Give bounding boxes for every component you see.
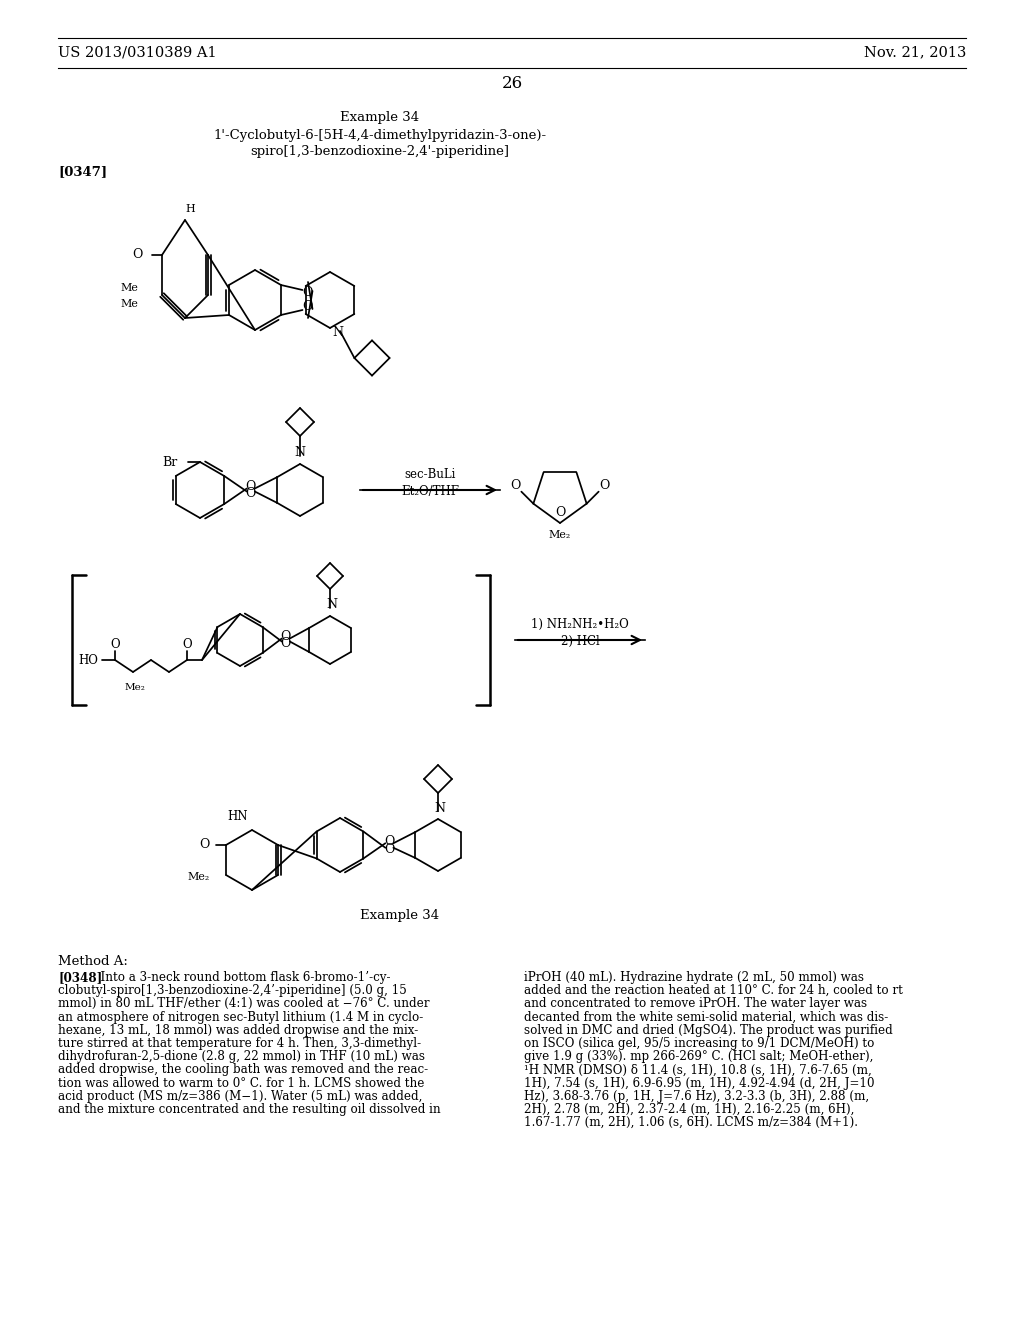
Text: O: O bbox=[281, 630, 291, 643]
Text: Nov. 21, 2013: Nov. 21, 2013 bbox=[863, 45, 966, 59]
Text: dihydrofuran-2,5-dione (2.8 g, 22 mmol) in THF (10 mL) was: dihydrofuran-2,5-dione (2.8 g, 22 mmol) … bbox=[58, 1051, 425, 1063]
Text: N: N bbox=[333, 326, 343, 339]
Text: N: N bbox=[327, 598, 338, 611]
Text: Me: Me bbox=[120, 282, 138, 293]
Text: iPrOH (40 mL). Hydrazine hydrate (2 mL, 50 mmol) was: iPrOH (40 mL). Hydrazine hydrate (2 mL, … bbox=[524, 972, 864, 983]
Text: added and the reaction heated at 110° C. for 24 h, cooled to rt: added and the reaction heated at 110° C.… bbox=[524, 985, 903, 997]
Text: an atmosphere of nitrogen sec-Butyl lithium (1.4 M in cyclo-: an atmosphere of nitrogen sec-Butyl lith… bbox=[58, 1011, 423, 1023]
Text: 2H), 2.78 (m, 2H), 2.37-2.4 (m, 1H), 2.16-2.25 (m, 6H),: 2H), 2.78 (m, 2H), 2.37-2.4 (m, 1H), 2.1… bbox=[524, 1104, 854, 1115]
Text: solved in DMC and dried (MgSO4). The product was purified: solved in DMC and dried (MgSO4). The pro… bbox=[524, 1024, 893, 1036]
Text: O: O bbox=[599, 479, 610, 492]
Text: O: O bbox=[111, 639, 120, 652]
Text: O: O bbox=[200, 838, 210, 851]
Text: Me: Me bbox=[120, 300, 138, 309]
Text: 1) NH₂NH₂•H₂O: 1) NH₂NH₂•H₂O bbox=[531, 618, 629, 631]
Text: O: O bbox=[302, 301, 312, 314]
Text: Into a 3-neck round bottom flask 6-bromo-1’-cy-: Into a 3-neck round bottom flask 6-bromo… bbox=[93, 972, 390, 983]
Text: O: O bbox=[246, 487, 256, 500]
Text: sec-BuLi: sec-BuLi bbox=[404, 469, 456, 482]
Text: Method A:: Method A: bbox=[58, 954, 128, 968]
Text: 26: 26 bbox=[502, 74, 522, 91]
Text: ¹H NMR (DMSO) δ 11.4 (s, 1H), 10.8 (s, 1H), 7.6-7.65 (m,: ¹H NMR (DMSO) δ 11.4 (s, 1H), 10.8 (s, 1… bbox=[524, 1064, 871, 1076]
Text: N: N bbox=[434, 801, 445, 814]
Text: 1'-Cyclobutyl-6-[5H-4,4-dimethylpyridazin-3-one)-: 1'-Cyclobutyl-6-[5H-4,4-dimethylpyridazi… bbox=[213, 129, 547, 143]
Text: O: O bbox=[555, 506, 565, 519]
Text: mmol) in 80 mL THF/ether (4:1) was cooled at −76° C. under: mmol) in 80 mL THF/ether (4:1) was coole… bbox=[58, 998, 429, 1010]
Text: Hz), 3.68-3.76 (p, 1H, J=7.6 Hz), 3.2-3.3 (b, 3H), 2.88 (m,: Hz), 3.68-3.76 (p, 1H, J=7.6 Hz), 3.2-3.… bbox=[524, 1090, 869, 1102]
Text: Example 34: Example 34 bbox=[360, 908, 439, 921]
Text: 1H), 7.54 (s, 1H), 6.9-6.95 (m, 1H), 4.92-4.94 (d, 2H, J=10: 1H), 7.54 (s, 1H), 6.9-6.95 (m, 1H), 4.9… bbox=[524, 1077, 874, 1089]
Text: O: O bbox=[246, 480, 256, 492]
Text: tion was allowed to warm to 0° C. for 1 h. LCMS showed the: tion was allowed to warm to 0° C. for 1 … bbox=[58, 1077, 424, 1089]
Text: hexane, 13 mL, 18 mmol) was added dropwise and the mix-: hexane, 13 mL, 18 mmol) was added dropwi… bbox=[58, 1024, 418, 1036]
Text: O: O bbox=[510, 479, 520, 492]
Text: O: O bbox=[182, 639, 191, 652]
Text: acid product (MS m/z=386 (M−1). Water (5 mL) was added,: acid product (MS m/z=386 (M−1). Water (5… bbox=[58, 1090, 422, 1102]
Text: ture stirred at that temperature for 4 h. Then, 3,3-dimethyl-: ture stirred at that temperature for 4 h… bbox=[58, 1038, 421, 1049]
Text: on ISCO (silica gel, 95/5 increasing to 9/1 DCM/MeOH) to: on ISCO (silica gel, 95/5 increasing to … bbox=[524, 1038, 874, 1049]
Text: added dropwise, the cooling bath was removed and the reac-: added dropwise, the cooling bath was rem… bbox=[58, 1064, 428, 1076]
Text: HN: HN bbox=[227, 810, 248, 824]
Text: O: O bbox=[302, 286, 312, 300]
Text: Me₂: Me₂ bbox=[549, 531, 571, 540]
Text: and the mixture concentrated and the resulting oil dissolved in: and the mixture concentrated and the res… bbox=[58, 1104, 440, 1115]
Text: Me₂: Me₂ bbox=[125, 684, 145, 693]
Text: Me₂: Me₂ bbox=[187, 873, 210, 882]
Text: [0347]: [0347] bbox=[58, 165, 108, 178]
Text: and concentrated to remove iPrOH. The water layer was: and concentrated to remove iPrOH. The wa… bbox=[524, 998, 867, 1010]
Text: US 2013/0310389 A1: US 2013/0310389 A1 bbox=[58, 45, 217, 59]
Text: O: O bbox=[281, 638, 291, 649]
Text: Example 34: Example 34 bbox=[340, 111, 420, 124]
Text: O: O bbox=[133, 248, 143, 261]
Text: O: O bbox=[384, 834, 394, 847]
Text: N: N bbox=[295, 446, 305, 459]
Text: O: O bbox=[384, 843, 394, 857]
Text: Et₂O/THF: Et₂O/THF bbox=[401, 486, 459, 499]
Text: decanted from the white semi-solid material, which was dis-: decanted from the white semi-solid mater… bbox=[524, 1011, 888, 1023]
Text: spiro[1,3-benzodioxine-2,4'-piperidine]: spiro[1,3-benzodioxine-2,4'-piperidine] bbox=[251, 145, 510, 158]
Text: Br: Br bbox=[163, 455, 178, 469]
Text: 2) HCl: 2) HCl bbox=[560, 635, 599, 648]
Text: give 1.9 g (33%). mp 266-269° C. (HCl salt; MeOH-ether),: give 1.9 g (33%). mp 266-269° C. (HCl sa… bbox=[524, 1051, 873, 1063]
Text: clobutyl-spiro[1,3-benzodioxine-2,4’-piperidine] (5.0 g, 15: clobutyl-spiro[1,3-benzodioxine-2,4’-pip… bbox=[58, 985, 407, 997]
Text: H: H bbox=[185, 205, 195, 214]
Text: 1.67-1.77 (m, 2H), 1.06 (s, 6H). LCMS m/z=384 (M+1).: 1.67-1.77 (m, 2H), 1.06 (s, 6H). LCMS m/… bbox=[524, 1117, 858, 1129]
Text: HO: HO bbox=[78, 653, 98, 667]
Text: [0348]: [0348] bbox=[58, 972, 102, 983]
